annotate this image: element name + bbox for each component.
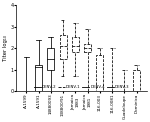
Y-axis label: Titer log₁₀: Titer log₁₀ xyxy=(3,35,8,61)
Legend: DENV-2, DENV-1, DENV-4, DENV-3: DENV-2, DENV-1, DENV-4, DENV-3 xyxy=(33,84,130,90)
Bar xyxy=(96,55,103,91)
Bar xyxy=(60,35,66,59)
Bar xyxy=(84,44,91,52)
Bar xyxy=(72,37,79,52)
Bar xyxy=(35,65,42,91)
Bar xyxy=(47,48,54,70)
Bar xyxy=(133,70,140,91)
